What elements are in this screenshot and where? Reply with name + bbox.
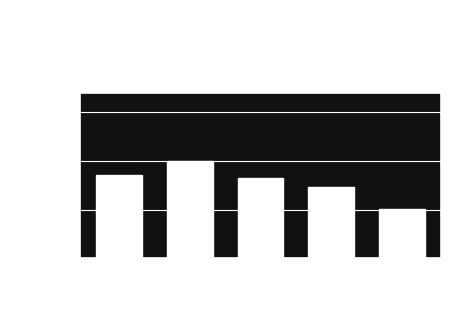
Bar xyxy=(96,175,142,331)
Bar xyxy=(238,178,283,331)
Bar xyxy=(167,161,213,331)
Bar xyxy=(308,187,354,331)
Bar xyxy=(379,209,425,331)
